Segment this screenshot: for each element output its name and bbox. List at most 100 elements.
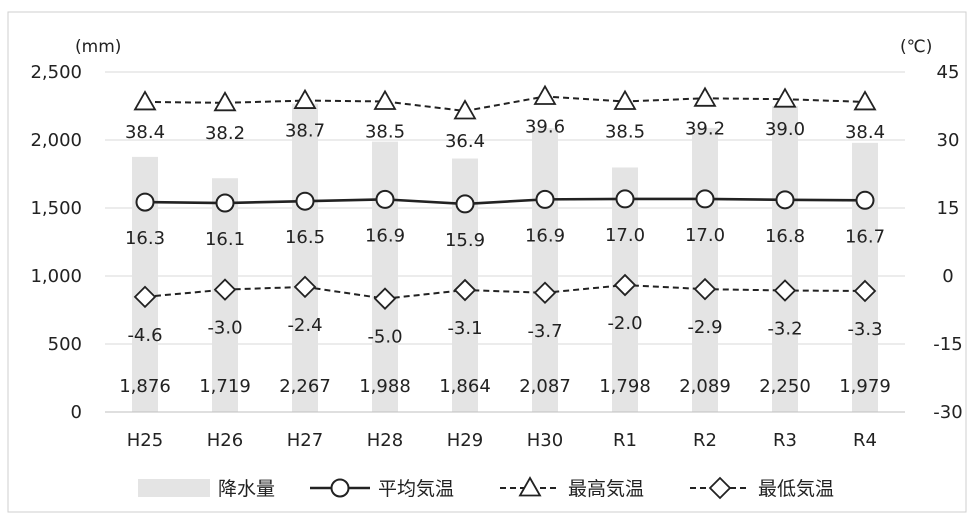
x-tick-label: H28 (367, 430, 403, 451)
marker-circle-R3 (775, 190, 795, 210)
series-line-1 (144, 197, 866, 206)
marker-circle-H30 (535, 189, 555, 209)
marker-circle-H28 (375, 189, 395, 209)
data-label: 16.9 (365, 225, 405, 246)
data-label: -3.0 (207, 318, 242, 339)
marker-diamond-R4 (853, 279, 877, 303)
data-label: 17.0 (685, 225, 725, 246)
data-label: 15.9 (445, 230, 485, 251)
marker-diamond-H30 (533, 281, 557, 305)
marker-triangle-H28 (373, 89, 397, 110)
marker-diamond-H27 (293, 275, 317, 299)
marker-diamond-R3 (773, 279, 797, 302)
legend-label: 最高気温 (568, 478, 644, 500)
marker-circle-H26 (215, 193, 235, 213)
data-label: 17.0 (605, 225, 645, 246)
marker-circle-R4 (855, 190, 875, 210)
data-label: 39.2 (685, 118, 725, 139)
bar-value-label: 2,267 (279, 376, 331, 397)
marker-triangle-H29 (453, 99, 477, 120)
legend: 降水量 平均気温 最高気温 最低気温 (138, 476, 834, 500)
data-label: 36.4 (445, 131, 485, 152)
bar-value-label: 1,876 (119, 376, 171, 397)
marker-diamond-R1 (613, 273, 637, 297)
data-label: -4.6 (127, 325, 162, 346)
chart-frame (7, 11, 967, 513)
x-tick-label: R1 (613, 430, 637, 451)
x-tick-label: R4 (853, 430, 877, 451)
left-tick-label: 2,000 (30, 130, 82, 151)
legend-marker-diamond (708, 476, 732, 500)
data-label: 16.1 (205, 229, 245, 250)
marker-triangle-H25 (133, 90, 157, 111)
bar-value-label: 1,988 (359, 376, 411, 397)
left-tick-label: 1,000 (30, 266, 82, 287)
left-axis-unit: (mm) (75, 37, 121, 57)
data-label: -2.4 (287, 315, 322, 336)
legend-label: 降水量 (218, 478, 275, 500)
data-label: 16.3 (125, 228, 165, 249)
data-label: -2.9 (687, 317, 722, 338)
bar-value-label: 2,250 (759, 376, 811, 397)
marker-triangle-H30 (533, 84, 557, 105)
bar-H28 (372, 141, 398, 412)
data-label: 16.9 (525, 225, 565, 246)
left-tick-label: 500 (48, 334, 82, 355)
data-label: 38.4 (845, 122, 885, 143)
bar-value-label: 1,864 (439, 376, 491, 397)
legend-marker-triangle (518, 476, 542, 497)
data-label: 16.8 (765, 226, 805, 247)
marker-diamond-H26 (213, 278, 237, 301)
bar-R3 (772, 106, 798, 412)
marker-triangle-R4 (853, 90, 877, 111)
marker-triangle-R2 (693, 86, 717, 107)
right-tick-label: -30 (933, 402, 962, 423)
legend-label: 平均気温 (378, 478, 454, 500)
marker-diamond-R2 (693, 277, 717, 301)
x-tick-label: R2 (693, 430, 717, 451)
data-label: 38.5 (605, 121, 645, 142)
legend-label: 最低気温 (758, 478, 834, 500)
series-lines (133, 84, 877, 310)
bar-value-label: 2,087 (519, 376, 571, 397)
data-label: 38.2 (205, 123, 245, 144)
data-label: 38.4 (125, 122, 165, 143)
marker-circle-H25 (135, 192, 155, 212)
series-line-2 (144, 95, 866, 112)
left-tick-label: 2,500 (30, 62, 82, 83)
data-label: 16.5 (285, 227, 325, 248)
marker-diamond-H28 (373, 287, 397, 310)
marker-circle-R1 (615, 189, 635, 209)
marker-triangle-H26 (213, 91, 237, 112)
axes: 0 500 1,000 1,500 2,000 2,500 -30 -15 0 15 30 45 H25… (30, 62, 962, 451)
data-label: -2.0 (607, 313, 642, 334)
right-tick-label: 0 (942, 266, 953, 287)
right-tick-label: 45 (937, 62, 960, 83)
data-label: -5.0 (367, 327, 402, 348)
left-tick-label: 0 (71, 402, 82, 423)
marker-triangle-R1 (613, 89, 637, 110)
data-label: 38.7 (285, 121, 325, 142)
right-tick-label: 15 (937, 198, 960, 219)
data-label: 38.5 (365, 121, 405, 142)
x-tick-label: H29 (447, 430, 483, 451)
right-tick-label: -15 (933, 334, 962, 355)
marker-triangle-R3 (773, 87, 797, 108)
data-label: -3.7 (527, 321, 562, 342)
right-tick-label: 30 (937, 130, 960, 151)
data-labels: 16.3 16.1 16.5 16.9 15.9 16.9 17.0 17.0 16.8 16.7… (119, 116, 891, 397)
bar-R4 (852, 142, 878, 412)
bar-R2 (692, 127, 718, 413)
marker-circle-H27 (295, 191, 315, 211)
bar-value-label: 1,979 (839, 376, 891, 397)
data-label: 16.7 (845, 226, 885, 247)
data-label: 39.6 (525, 116, 565, 137)
marker-circle-R2 (695, 189, 715, 209)
data-label: 39.0 (765, 119, 805, 140)
bar-value-label: 1,719 (199, 376, 251, 397)
data-label: -3.3 (847, 319, 882, 340)
x-tick-label: H30 (527, 430, 563, 451)
marker-circle-H29 (455, 194, 475, 214)
bar-H27 (292, 103, 318, 413)
